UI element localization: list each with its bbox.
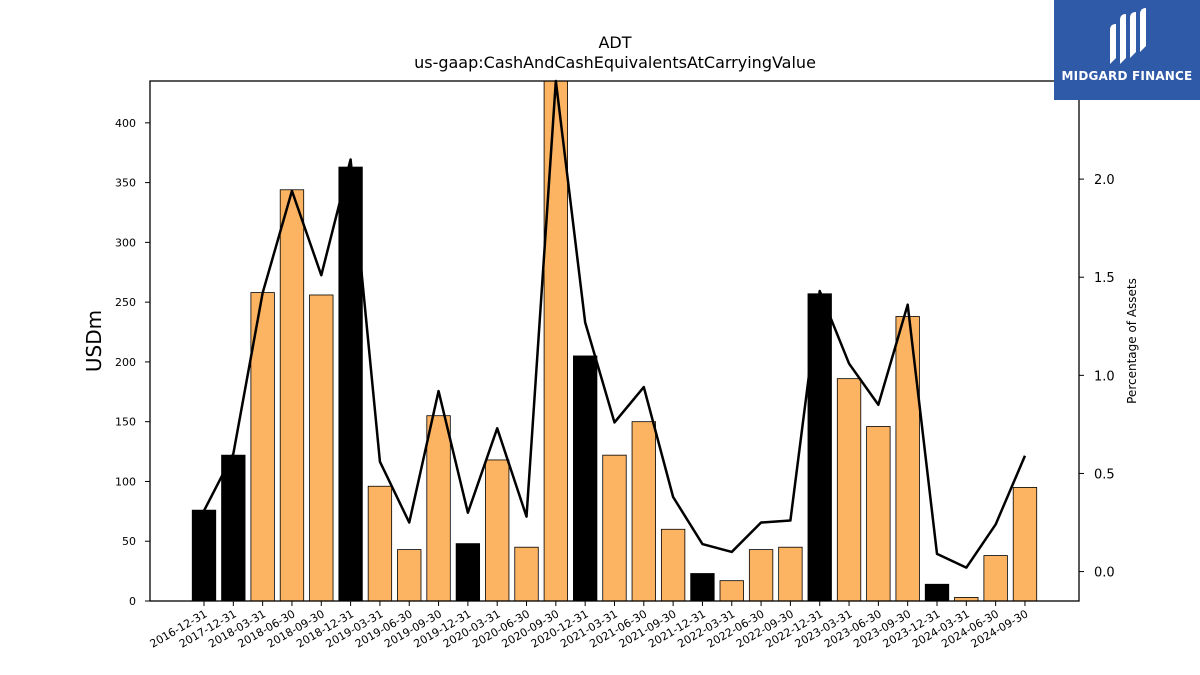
y-axis-label: USDm xyxy=(82,310,106,372)
bar-2023-03-31 xyxy=(836,378,862,602)
y-tick-label: 400 xyxy=(115,117,136,130)
bar-2022-12-31 xyxy=(807,293,832,602)
bar-2018-09-30 xyxy=(309,294,334,602)
bar-2022-06-30 xyxy=(748,549,774,602)
midgard-logo-icon xyxy=(1110,8,1146,64)
bar-2021-03-31 xyxy=(602,454,627,602)
bar-2019-06-30 xyxy=(397,549,422,602)
y-axis-right: 0.0 0.5 1.0 1.5 2.0 xyxy=(1079,173,1115,581)
bar-2023-09-30 xyxy=(895,316,920,602)
bar-2022-03-31 xyxy=(719,580,744,602)
bar-2021-12-31 xyxy=(690,573,715,602)
y-tick-label: 300 xyxy=(115,236,136,249)
bars-group xyxy=(191,80,1038,602)
y-tick-label: 150 xyxy=(115,416,136,429)
bar-2021-09-30 xyxy=(660,528,686,602)
bar-2024-06-30 xyxy=(983,555,1008,602)
y-tick-label: 350 xyxy=(115,177,136,190)
bar-2023-12-31 xyxy=(924,583,950,602)
y2-tick-label: 2.0 xyxy=(1094,173,1115,188)
bar-2020-03-31 xyxy=(485,459,510,602)
y2-tick-label: 1.0 xyxy=(1094,369,1115,384)
y-tick-label: 250 xyxy=(115,296,136,309)
chart-subtitle: us-gaap:CashAndCashEquivalentsAtCarrying… xyxy=(414,53,816,72)
bar-2024-09-30 xyxy=(1012,487,1038,602)
bar-2019-12-31 xyxy=(455,543,481,602)
brand-name: MIDGARD FINANCE xyxy=(1061,69,1193,83)
chart-title: ADT xyxy=(598,33,631,52)
bar-2019-09-30 xyxy=(426,415,451,602)
bar-2020-12-31 xyxy=(573,355,598,602)
y2-tick-label: 0.5 xyxy=(1094,467,1115,482)
y-tick-label: 0 xyxy=(129,595,136,608)
y-tick-label: 50 xyxy=(122,535,136,548)
y-tick-label: 100 xyxy=(115,475,136,488)
bar-2018-06-30 xyxy=(279,189,305,602)
bar-2020-06-30 xyxy=(514,546,539,602)
brand-logo: MIDGARD FINANCE xyxy=(1054,0,1200,100)
bar-2021-06-30 xyxy=(631,421,656,602)
bar-2016-12-31 xyxy=(191,509,217,602)
bar-2019-03-31 xyxy=(367,485,393,602)
y2-axis-label: Percentage of Assets xyxy=(1125,278,1139,404)
pct-assets-line xyxy=(202,79,1027,569)
bar-2023-06-30 xyxy=(866,426,891,602)
bar-2022-09-30 xyxy=(778,546,803,602)
x-axis: 2016-12-312017-12-312018-03-312018-06-30… xyxy=(148,601,1030,651)
y-tick-label: 200 xyxy=(115,356,136,369)
bar-2017-12-31 xyxy=(221,454,246,602)
y2-tick-label: 0.0 xyxy=(1094,566,1115,581)
line-group xyxy=(202,79,1027,569)
y2-tick-label: 1.5 xyxy=(1094,271,1115,286)
y-axis-left: 0 50 100 150 200 250 300 350 400 xyxy=(115,117,150,608)
